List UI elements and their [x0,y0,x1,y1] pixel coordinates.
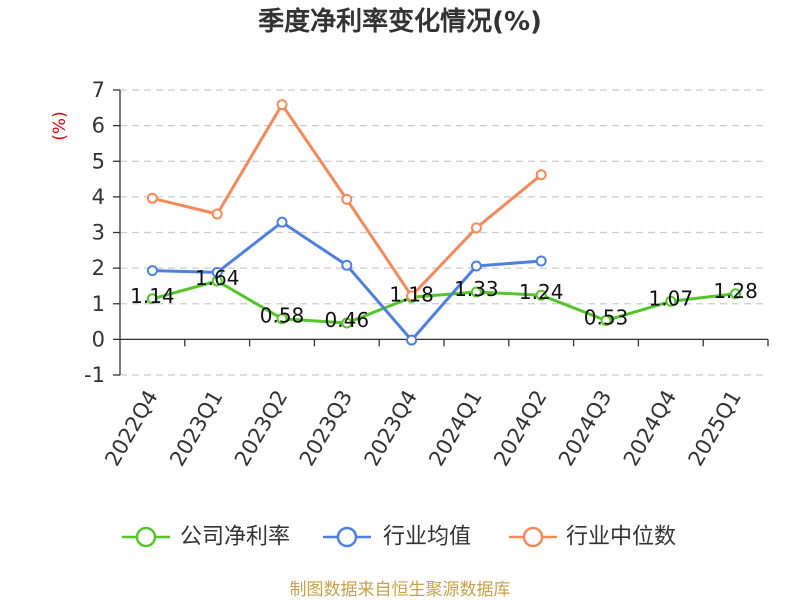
data-label: 0.46 [325,308,370,332]
data-label: 0.58 [260,304,305,328]
data-point [470,222,482,234]
chart-title: 季度净利率变化情况(%) [258,7,542,37]
x-tick-label: 2024Q1 [424,386,486,470]
data-label: 0.53 [584,305,629,329]
x-tick-label: 2024Q2 [489,386,551,470]
x-tick-label: 2023Q2 [230,386,292,470]
legend-circle-icon [336,526,358,548]
data-point [600,314,612,326]
data-point [341,193,353,205]
data-point [470,286,482,298]
data-point [341,317,353,329]
data-point [276,313,288,325]
data-point [146,293,158,305]
data-label: 1.07 [649,286,694,310]
gridlines [120,89,768,376]
data-point [535,289,547,301]
data-point [665,295,677,307]
y-tick-label: 7 [92,78,105,102]
legend-item[interactable]: 行业均值 [323,525,471,550]
x-tick-label: 2024Q3 [554,386,616,470]
y-tick-label: -1 [84,363,105,387]
data-label: 1.18 [389,282,434,306]
legend-label: 行业中位数 [566,525,676,550]
y-tick-label: 4 [92,185,105,209]
data-point [535,255,547,267]
y-tick-label: 3 [92,221,105,245]
data-point [211,266,223,278]
legend-circle-icon [522,526,544,548]
data-label: 1.14 [130,284,175,308]
x-tick-label: 2024Q4 [619,386,681,470]
x-tick-label: 2025Q1 [684,386,746,470]
data-labels: 1.14 1.64 0.58 0.46 1.18 1.33 1.24 0.53 1.07 1.28 [130,266,758,332]
x-tick-label: 2023Q4 [360,386,422,470]
data-label: 1.33 [454,277,499,301]
legend-item[interactable]: 公司净利率 [122,525,290,550]
data-label: 1.24 [519,280,564,304]
y-tick-label: 5 [92,149,105,173]
source-note: 制图数据来自恒生聚源数据库 [289,580,511,600]
series-points [146,99,742,346]
y-tick-label: 0 [92,327,105,351]
data-point [535,169,547,181]
data-point [341,259,353,271]
data-label: 1.28 [713,279,758,303]
data-point [276,216,288,228]
y-tick-label: 2 [92,256,105,280]
legend-circle-icon [135,526,157,548]
x-tick-label: 2022Q4 [100,386,162,470]
data-label: 1.64 [195,266,240,290]
data-point [211,208,223,220]
data-point [406,290,418,302]
data-point [146,192,158,204]
x-tick-label: 2023Q3 [295,386,357,470]
legend-label: 行业均值 [383,525,471,550]
legend-item[interactable]: 行业中位数 [509,525,676,550]
y-tick-label: 6 [92,114,105,138]
series-line-0 [150,279,738,325]
y-axis-title: (%) [50,111,70,140]
data-point [276,99,288,111]
legend-label: 公司净利率 [180,525,290,550]
x-tick-label: 2023Q1 [165,386,227,470]
legend: 公司净利率 行业均值 行业中位数 [122,525,676,550]
data-point [146,265,158,277]
data-point [406,334,418,346]
y-axis: 7 6 5 4 3 2 1 0 -1 [84,78,121,387]
data-point [470,260,482,272]
y-tick-label: 1 [92,292,105,316]
data-point [730,288,742,300]
x-axis: 2022Q4 2023Q1 2023Q2 2023Q3 2023Q4 2024Q1 2024… [100,338,769,470]
